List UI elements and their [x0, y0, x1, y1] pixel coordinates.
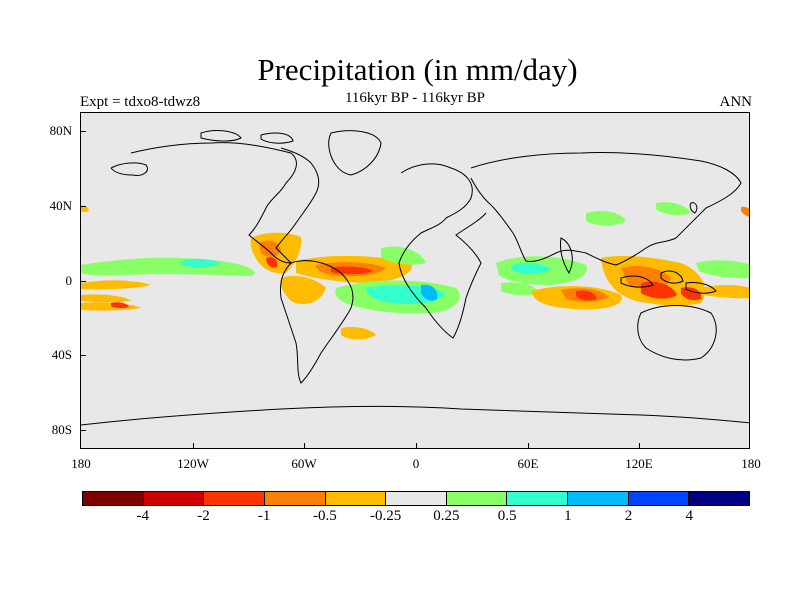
y-tick-mark: [80, 206, 86, 207]
anomaly-positive-region: [381, 246, 426, 265]
colorbar-label: 1: [564, 508, 572, 524]
anomaly-negative-region: [81, 205, 89, 213]
anomaly-negative-region: [81, 294, 131, 303]
y-tick-label-80s: 80S: [51, 422, 72, 437]
colorbar-label: 4: [685, 508, 694, 524]
colorbar: [82, 491, 750, 506]
colorbar-swatch: [446, 492, 508, 505]
colorbar-swatch: [325, 492, 387, 505]
x-tick-label-60w: 60W: [291, 456, 317, 471]
colorbar-label: -0.25: [370, 508, 402, 524]
experiment-label: Expt = tdxo8-tdwz8: [80, 94, 201, 110]
y-tick-label-40n: 40N: [49, 198, 72, 213]
season-label: ANN: [719, 94, 753, 110]
x-tick-label-180w: 180: [71, 456, 91, 471]
anomaly-negative-region: [266, 257, 278, 268]
colorbar-label: -1: [257, 508, 271, 524]
x-tick-mark: [193, 443, 194, 449]
coastlines: [81, 130, 749, 426]
colorbar-swatch: [143, 492, 205, 505]
colorbar-swatch: [386, 492, 447, 505]
colorbar-swatch: [507, 492, 569, 505]
anomaly-negative-region: [341, 326, 376, 340]
x-tick-label-120w: 120W: [177, 456, 209, 471]
y-tick-label-40s: 40S: [51, 347, 72, 362]
x-tick-label-0: 0: [412, 456, 420, 471]
colorbar-label: -0.5: [313, 508, 337, 524]
anomaly-positive-region: [81, 257, 255, 276]
anomaly-negative-region: [280, 276, 326, 305]
x-tick-label-60e: 60E: [517, 456, 539, 471]
colorbar-label: -2: [197, 508, 210, 524]
anomaly-positive-region: [511, 262, 551, 274]
x-tick-mark: [416, 443, 417, 449]
y-tick-label-0: 0: [65, 273, 73, 288]
colorbar-label: -4: [136, 508, 149, 524]
anomaly-negative-region: [701, 285, 749, 299]
y-tick-label-80n: 80N: [49, 123, 72, 138]
colorbar-label: 0.25: [433, 508, 460, 524]
anomaly-positive-region: [421, 284, 438, 301]
y-tick-mark: [80, 131, 86, 132]
map-canvas: [81, 130, 749, 426]
y-tick-mark: [80, 430, 86, 431]
colorbar-swatch: [689, 492, 750, 505]
x-tick-mark: [304, 443, 305, 449]
x-tick-label-120e: 120E: [625, 456, 653, 471]
anomaly-positive-region: [501, 282, 539, 296]
colorbar-swatch: [264, 492, 326, 505]
anomaly-positive-region: [696, 260, 749, 279]
anomaly-negative-region: [259, 240, 281, 257]
anomaly-negative-region: [81, 280, 151, 290]
x-tick-mark: [528, 443, 529, 449]
y-tick-mark: [80, 281, 86, 282]
colorbar-label: 2: [624, 508, 633, 524]
colorbar-swatch: [628, 492, 690, 505]
anomaly-negative-region: [576, 290, 597, 301]
anomaly-negative-region: [741, 206, 749, 217]
anomaly-negative-region: [331, 266, 373, 275]
x-tick-mark: [639, 443, 640, 449]
colorbar-swatch: [204, 492, 265, 505]
anomaly-negative-region: [681, 287, 702, 301]
map-title: Precipitation (in mm/day): [257, 52, 578, 87]
anomaly-positive-region: [181, 258, 221, 268]
anomaly-field: [81, 202, 749, 340]
anomaly-positive-region: [586, 210, 626, 226]
anomaly-negative-region: [111, 302, 129, 309]
precipitation-map: [80, 112, 750, 449]
colorbar-swatch: [568, 492, 629, 505]
colorbar-swatch: [83, 492, 144, 505]
map-subtitle: 116kyr BP - 116kyr BP: [344, 90, 485, 106]
y-tick-mark: [80, 355, 86, 356]
x-tick-label-180e: 180: [741, 456, 761, 471]
anomaly-positive-region: [656, 202, 691, 216]
colorbar-label: 0.5: [497, 508, 517, 524]
